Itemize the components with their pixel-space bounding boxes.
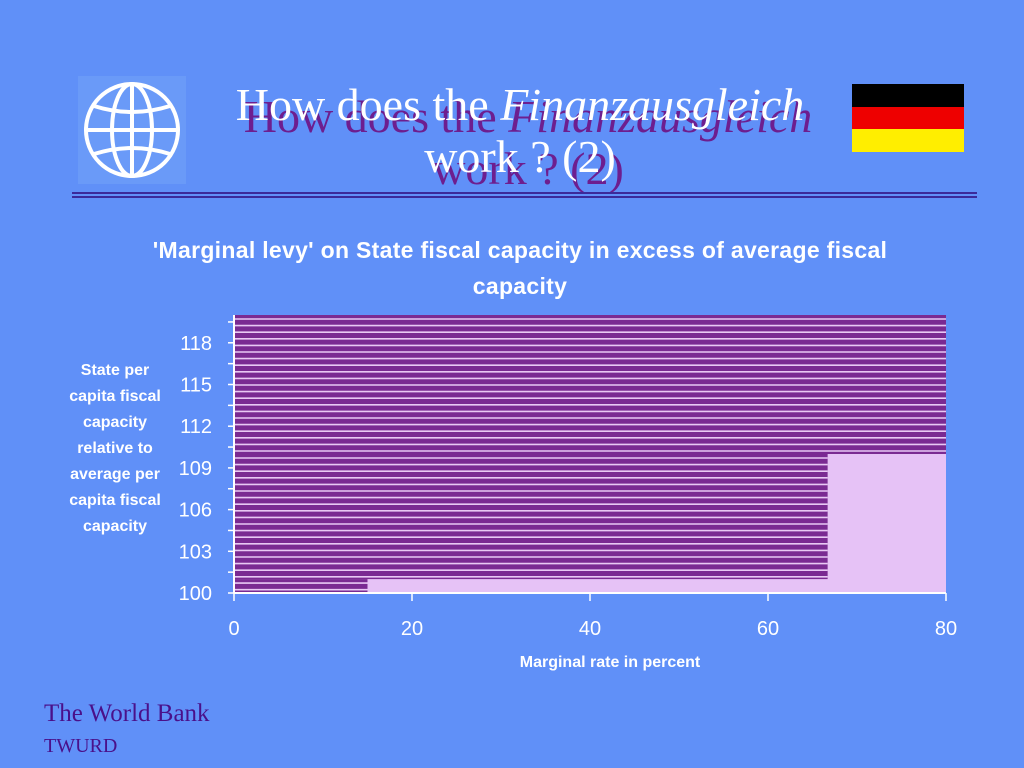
flag-stripe-gold: [852, 129, 964, 153]
title-shadow-line-1: How does the Finanzausgleich: [243, 91, 813, 142]
title-shadow-line-2: work ? (2): [432, 143, 624, 194]
chart-title: 'Marginal levy' on State fiscal capacity…: [152, 237, 888, 299]
footer-unit: TWURD: [44, 735, 118, 757]
x-axis-label: Marginal rate in percent: [519, 654, 701, 671]
x-tick-label: 40: [579, 618, 601, 640]
flag-stripe-black: [852, 84, 964, 107]
x-tick-label: 20: [401, 618, 423, 640]
german-flag-icon: [852, 84, 964, 153]
y-tick-label: 100: [179, 583, 212, 605]
x-tick-label: 80: [935, 618, 957, 640]
title-line-1: How does the Finanzausgleich: [235, 79, 805, 130]
title-divider-top: [72, 192, 977, 194]
y-tick-label: 115: [180, 375, 212, 397]
flag-stripe-red: [852, 106, 964, 130]
y-tick-label: 106: [179, 500, 212, 522]
bar-segment-1: [234, 454, 828, 580]
y-axis-label: State per capita fiscal capacity relativ…: [69, 362, 161, 535]
world-bank-globe-icon: [78, 76, 186, 184]
slide-title: How does the Finanzausgleich work ? (2) …: [190, 80, 850, 200]
y-tick-label: 118: [180, 333, 212, 355]
bar-segment-0: [234, 579, 368, 593]
x-tick-label: 0: [228, 618, 239, 640]
y-tick-label: 109: [179, 458, 212, 480]
footer-organization: The World Bank: [44, 700, 210, 727]
x-tick-label: 60: [757, 618, 779, 640]
title-line-2: work ? (2): [424, 131, 616, 182]
y-tick-label: 103: [179, 541, 212, 563]
title-divider-bottom: [72, 196, 977, 198]
y-tick-label: 112: [180, 416, 212, 438]
